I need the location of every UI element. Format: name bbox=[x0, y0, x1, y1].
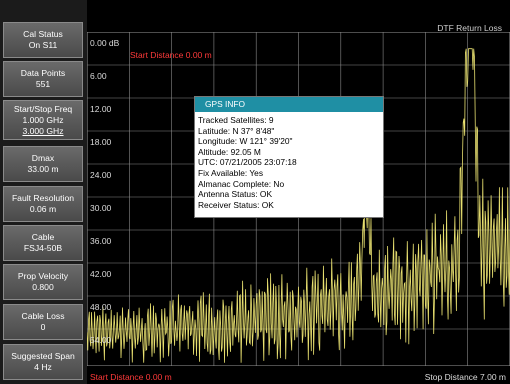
cable-loss-value: 0 bbox=[40, 322, 46, 332]
prop-velocity-value: 0.800 bbox=[32, 282, 54, 292]
y-label-0: 0.00 dB bbox=[90, 38, 120, 48]
gps-info-title: GPS INFO bbox=[195, 97, 383, 112]
y-label-6: 36.00 bbox=[90, 236, 112, 246]
gps-row: UTC: 07/21/2005 23:07:18 bbox=[198, 157, 297, 168]
y-label-1: 6.00 bbox=[90, 71, 107, 81]
cable-loss-label: Cable Loss bbox=[21, 311, 65, 321]
cal-status-value: On S11 bbox=[28, 40, 58, 50]
y-label-2: 12.00 bbox=[90, 104, 112, 114]
gps-row: Latitude: N 37° 8'48" bbox=[198, 125, 275, 136]
gps-row: Antenna Status: OK bbox=[198, 189, 273, 200]
start-distance-label: Start Distance 0.00 m bbox=[90, 372, 172, 382]
y-label-8: 48.00 bbox=[90, 302, 112, 312]
gps-info-rows: Tracked Satellites: 9 Latitude: N 37° 8'… bbox=[195, 112, 383, 210]
y-label-3: 18.00 bbox=[90, 137, 112, 147]
gps-row: Receiver Status: OK bbox=[198, 199, 274, 210]
stop-freq-value: 3.000 GHz bbox=[22, 125, 64, 136]
cable-value: FSJ4-50B bbox=[23, 243, 63, 253]
prop-velocity-softkey[interactable]: Prop Velocity 0.800 bbox=[3, 264, 83, 300]
data-points-label: Data Points bbox=[20, 68, 66, 78]
data-points-softkey[interactable]: Data Points 551 bbox=[3, 61, 83, 97]
fault-resolution-value: 0.06 m bbox=[29, 204, 57, 214]
y-label-4: 24.00 bbox=[90, 170, 112, 180]
fault-resolution-softkey[interactable]: Fault Resolution 0.06 m bbox=[3, 186, 83, 222]
cable-label: Cable bbox=[31, 232, 55, 242]
start-freq-value: 1.000 GHz bbox=[22, 114, 64, 125]
suggested-span-label: Suggested Span bbox=[11, 351, 75, 361]
dmax-softkey[interactable]: Dmax 33.00 m bbox=[3, 146, 83, 182]
dmax-label: Dmax bbox=[31, 153, 55, 163]
dmax-value: 33.00 m bbox=[27, 164, 59, 174]
gps-row: Longitude: W 121° 39'20" bbox=[198, 136, 293, 147]
start-stop-freq-label: Start/Stop Freq bbox=[13, 103, 73, 114]
fault-resolution-label: Fault Resolution bbox=[11, 193, 75, 203]
cal-status-label: Cal Status bbox=[23, 29, 63, 39]
cable-loss-softkey[interactable]: Cable Loss 0 bbox=[3, 304, 83, 340]
start-stop-freq-softkey[interactable]: Start/Stop Freq 1.000 GHz 3.000 GHz bbox=[3, 100, 83, 140]
data-points-value: 551 bbox=[35, 79, 51, 89]
prop-velocity-label: Prop Velocity bbox=[17, 271, 69, 281]
y-label-7: 42.00 bbox=[90, 269, 112, 279]
plot-title: DTF Return Loss bbox=[437, 23, 502, 33]
start-distance-marker-label: Start Distance 0.00 m bbox=[130, 50, 212, 60]
gps-row: Tracked Satellites: 9 bbox=[198, 115, 274, 125]
suggested-span-value: 4 Hz bbox=[34, 362, 52, 372]
dtf-trace bbox=[87, 48, 510, 363]
stop-distance-label: Stop Distance 7.00 m bbox=[424, 372, 506, 382]
gps-row: Altitude: 92.05 M bbox=[198, 146, 261, 157]
gps-row: Almanac Complete: No bbox=[198, 178, 285, 189]
y-label-9: 54.00 bbox=[90, 335, 112, 345]
cal-status-softkey[interactable]: Cal Status On S11 bbox=[3, 22, 83, 58]
suggested-span-softkey[interactable]: Suggested Span 4 Hz bbox=[3, 344, 83, 380]
gps-row: Fix Available: Yes bbox=[198, 167, 264, 178]
softkey-panel: Cal Status On S11 Data Points 551 Start/… bbox=[0, 0, 87, 384]
cable-softkey[interactable]: Cable FSJ4-50B bbox=[3, 225, 83, 261]
gps-info-dialog: GPS INFO Tracked Satellites: 9 Latitude:… bbox=[194, 96, 384, 218]
y-label-5: 30.00 bbox=[90, 203, 112, 213]
